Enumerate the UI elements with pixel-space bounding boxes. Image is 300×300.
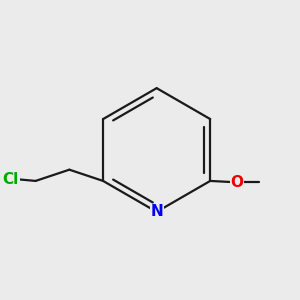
Text: N: N: [150, 204, 163, 219]
Text: Cl: Cl: [2, 172, 19, 187]
Text: O: O: [230, 175, 243, 190]
